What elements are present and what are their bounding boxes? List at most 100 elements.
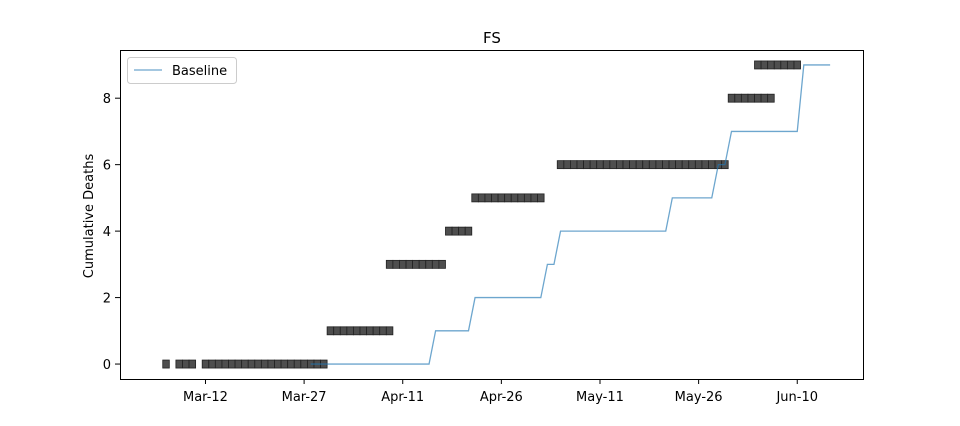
observed-marker — [254, 359, 262, 369]
observed-marker — [182, 359, 190, 369]
observed-marker — [727, 93, 736, 103]
plot-area — [162, 60, 831, 369]
observed-marker — [234, 359, 243, 369]
observed-marker — [773, 60, 782, 70]
observed-marker — [287, 359, 295, 369]
observed-marker — [405, 259, 413, 269]
observed-marker — [372, 326, 381, 336]
observed-marker — [241, 359, 249, 369]
observed-marker — [675, 160, 683, 170]
legend: Baseline — [127, 57, 237, 84]
observed-marker — [576, 160, 584, 170]
observed-marker — [629, 160, 637, 170]
observed-marker — [556, 160, 565, 170]
observed-marker — [208, 359, 216, 369]
observed-marker — [385, 326, 394, 336]
observed-marker — [214, 359, 223, 369]
x-tick-label: Mar-12 — [183, 390, 228, 405]
observed-marker — [760, 60, 769, 70]
y-tick-label: 4 — [103, 225, 111, 240]
observed-marker — [339, 326, 348, 336]
observed-marker — [201, 359, 210, 369]
observed-marker — [537, 193, 545, 203]
observed-marker — [767, 60, 775, 70]
observed-marker — [366, 326, 374, 336]
observed-marker — [274, 359, 282, 369]
observed-marker — [570, 160, 578, 170]
observed-marker — [267, 359, 275, 369]
observed-marker — [280, 359, 289, 369]
y-axis-title: Cumulative Deaths — [82, 154, 97, 279]
observed-marker — [688, 160, 696, 170]
observed-marker — [399, 259, 407, 269]
observed-marker — [681, 160, 690, 170]
y-tick-label: 0 — [103, 358, 111, 373]
chart-title: FS — [483, 29, 501, 47]
observed-marker — [510, 193, 519, 203]
legend-frame — [127, 57, 237, 84]
observed-marker — [786, 60, 795, 70]
observed-marker — [359, 326, 367, 336]
observed-marker — [333, 326, 341, 336]
observed-marker — [694, 160, 703, 170]
axes: Mar-12 Mar-27 Apr-11 Apr-26 May-11 May-26 Jun-… — [103, 92, 818, 405]
y-tick-label: 8 — [103, 92, 111, 107]
observed-marker — [260, 359, 269, 369]
observed-marker — [412, 259, 420, 269]
observed-marker — [642, 160, 650, 170]
observed-marker — [464, 226, 473, 236]
observed-marker — [747, 93, 755, 103]
observed-marker — [701, 160, 709, 170]
observed-marker — [504, 193, 512, 203]
observed-marker — [353, 326, 361, 336]
observed-marker — [793, 60, 801, 70]
observed-marker — [458, 226, 466, 236]
observed-marker — [392, 259, 400, 269]
observed-marker — [293, 359, 302, 369]
baseline-line — [310, 64, 831, 365]
observed-marker — [300, 359, 308, 369]
observed-marker — [221, 359, 229, 369]
observed-marker — [175, 359, 183, 369]
observed-marker — [188, 359, 197, 369]
plot-frame — [120, 50, 864, 380]
observed-marker — [760, 93, 769, 103]
observed-marker — [326, 326, 335, 336]
observed-marker — [247, 359, 256, 369]
observed-marker — [431, 259, 440, 269]
observed-marker — [563, 160, 571, 170]
x-tick-label: May-26 — [675, 390, 723, 405]
observed-marker — [385, 259, 394, 269]
observed-marker — [596, 160, 604, 170]
observed-marker — [648, 160, 657, 170]
x-tick-label: Mar-27 — [282, 390, 327, 405]
observed-marker — [767, 93, 775, 103]
observed-marker — [228, 359, 236, 369]
x-tick-label: Apr-26 — [480, 390, 523, 405]
y-tick-label: 2 — [103, 292, 111, 307]
x-tick-label: Apr-11 — [381, 390, 424, 405]
observed-marker — [445, 226, 453, 236]
x-tick-label: Jun-10 — [775, 390, 818, 405]
observed-marker — [418, 259, 427, 269]
observed-marker — [346, 326, 354, 336]
observed-marker — [740, 93, 749, 103]
observed-marker — [491, 193, 499, 203]
observed-marker — [780, 60, 788, 70]
observed-marker — [635, 160, 644, 170]
observed-marker — [425, 259, 433, 269]
observed-marker — [162, 359, 170, 369]
observed-marker — [622, 160, 630, 170]
observed-marker — [583, 160, 591, 170]
observed-marker — [754, 93, 762, 103]
observed-marker — [734, 93, 742, 103]
observed-marker — [616, 160, 624, 170]
observed-marker — [477, 193, 486, 203]
observed-marker — [484, 193, 492, 203]
observed-marker — [530, 193, 538, 203]
observed-marker — [754, 60, 762, 70]
observed-marker — [497, 193, 506, 203]
observed-marker — [471, 193, 479, 203]
